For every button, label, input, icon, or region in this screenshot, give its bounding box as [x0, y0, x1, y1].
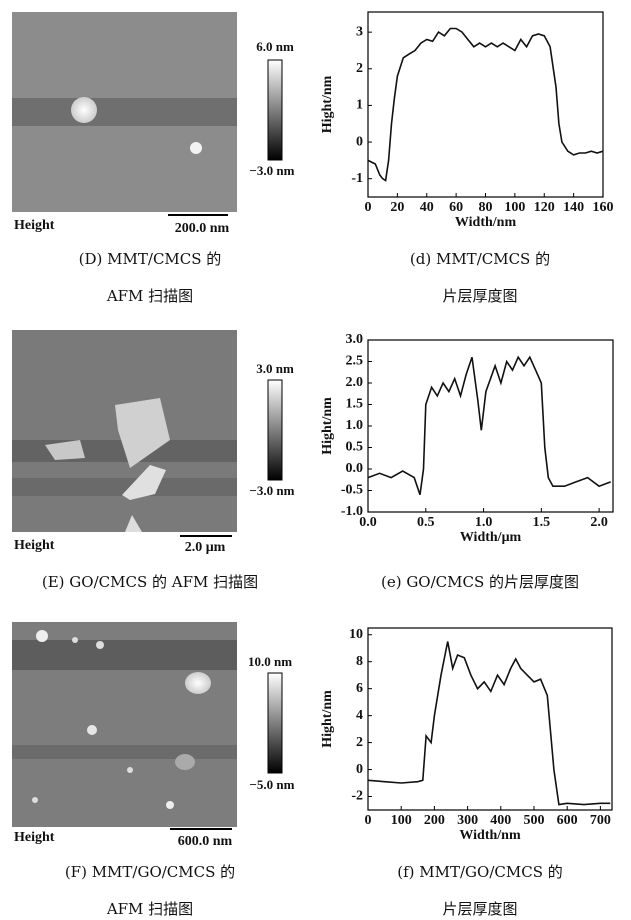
colorbar-min: −5.0 nm: [250, 777, 295, 792]
x-tick-label: 200: [424, 813, 445, 828]
colorbar: [268, 60, 282, 160]
y-tick-label: 2: [356, 735, 363, 750]
y-tick-label: 6: [356, 681, 363, 696]
caption: (E) GO/CMCS 的 AFM 扫描图: [42, 573, 258, 591]
caption: (f) MMT/GO/CMCS 的: [397, 863, 563, 881]
x-axis-label: Width/nm: [455, 215, 517, 230]
colorbar-min: −3.0 nm: [250, 483, 295, 498]
scale-bar-label: 200.0 nm: [175, 221, 230, 236]
colorbar-min: −3.0 nm: [250, 163, 295, 178]
x-tick-label: 100: [391, 813, 412, 828]
y-tick-label: 3.0: [346, 332, 364, 347]
y-tick-label: 2: [356, 61, 363, 76]
x-tick-label: 2.0: [590, 515, 608, 530]
x-tick-label: 0: [365, 813, 372, 828]
profile-line: [368, 357, 611, 495]
x-tick-label: 120: [534, 200, 555, 215]
colorbar: [268, 380, 282, 480]
x-tick-label: 40: [420, 200, 434, 215]
channel-label: Height: [14, 830, 55, 845]
y-tick-label: 1.5: [346, 397, 364, 412]
x-tick-label: 700: [590, 813, 611, 828]
caption: 片层厚度图: [442, 287, 517, 305]
caption: (D) MMT/CMCS 的: [79, 250, 222, 268]
y-tick-label: -0.5: [341, 483, 363, 498]
afm-image: [12, 330, 237, 532]
y-tick-label: 0: [356, 762, 363, 777]
profile-line: [368, 642, 610, 805]
x-tick-label: 400: [490, 813, 511, 828]
x-tick-label: 0.5: [417, 515, 435, 530]
y-axis-label: Hight/nm: [320, 397, 335, 455]
y-axis-label: Hight/nm: [320, 75, 335, 133]
colorbar-max: 6.0 nm: [256, 39, 294, 54]
x-tick-label: 600: [557, 813, 578, 828]
x-tick-label: 80: [479, 200, 493, 215]
colorbar: [268, 673, 282, 773]
y-tick-label: 8: [356, 654, 363, 669]
x-tick-label: 300: [457, 813, 478, 828]
x-tick-label: 1.5: [533, 515, 551, 530]
x-axis-label: Width/μm: [460, 530, 522, 545]
channel-label: Height: [14, 218, 55, 233]
profile-line: [368, 29, 603, 181]
y-tick-label: 1.0: [346, 418, 364, 433]
y-tick-label: 0.0: [346, 461, 364, 476]
x-tick-label: 160: [593, 200, 614, 215]
colorbar-max: 10.0 nm: [248, 654, 292, 669]
y-tick-label: 2.5: [346, 354, 364, 369]
caption: (F) MMT/GO/CMCS 的: [65, 863, 235, 881]
x-axis-label: Width/nm: [459, 828, 521, 843]
afm-image: [12, 622, 237, 827]
channel-label: Height: [14, 538, 55, 553]
scale-bar-label: 2.0 μm: [185, 540, 226, 555]
x-tick-label: 60: [449, 200, 463, 215]
caption: (e) GO/CMCS 的片层厚度图: [381, 573, 579, 591]
x-tick-label: 0: [365, 200, 372, 215]
x-tick-label: 20: [390, 200, 404, 215]
x-tick-label: 140: [563, 200, 584, 215]
x-tick-label: 1.0: [475, 515, 493, 530]
caption: AFM 扫描图: [106, 900, 193, 918]
x-tick-label: 100: [504, 200, 525, 215]
plot-frame: [368, 340, 613, 512]
y-tick-label: -2: [351, 789, 363, 804]
plot-frame: [368, 12, 603, 197]
y-tick-label: -1.0: [341, 504, 363, 519]
y-tick-label: 1: [356, 98, 363, 113]
afm-image: [12, 12, 237, 212]
y-tick-label: 0.5: [346, 440, 364, 455]
caption: AFM 扫描图: [106, 287, 193, 305]
y-tick-label: -1: [351, 171, 363, 186]
y-tick-label: 10: [349, 627, 363, 642]
y-tick-label: 0: [356, 134, 363, 149]
caption: (d) MMT/CMCS 的: [410, 250, 550, 268]
x-tick-label: 500: [523, 813, 544, 828]
y-axis-label: Hight/nm: [320, 690, 335, 748]
scale-bar-label: 600.0 nm: [178, 834, 233, 849]
y-tick-label: 2.0: [346, 375, 364, 390]
y-tick-label: 3: [356, 24, 363, 39]
figure: 6.0 nm −3.0 nm Height 200.0 nm (D) MMT/C…: [0, 0, 631, 920]
caption: 片层厚度图: [442, 900, 517, 918]
y-tick-label: 4: [356, 708, 363, 723]
colorbar-max: 3.0 nm: [256, 361, 294, 376]
